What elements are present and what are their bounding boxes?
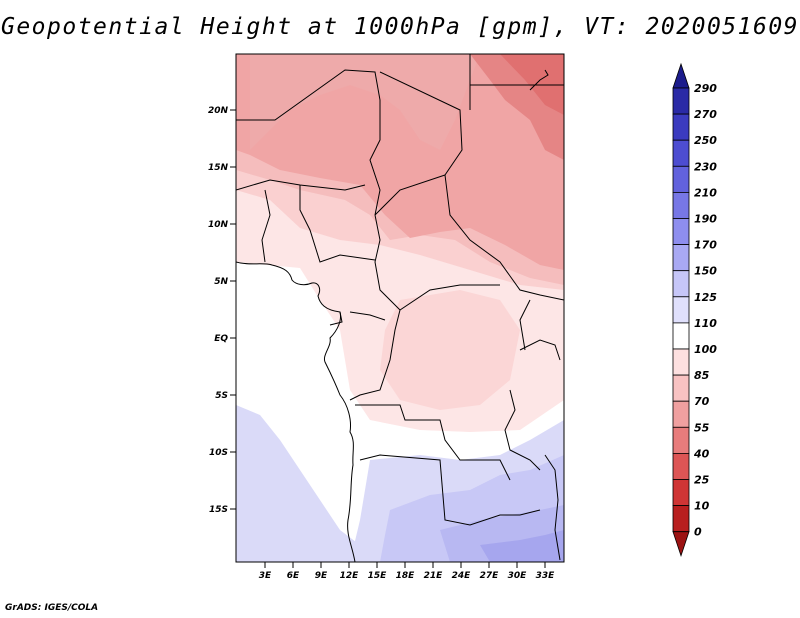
lon-label: 3E xyxy=(259,571,272,581)
height-field xyxy=(236,54,564,562)
lon-label: 33E xyxy=(536,571,556,581)
colorbar-segment xyxy=(672,218,690,246)
colorbar-segment xyxy=(672,62,690,89)
lon-label: 12E xyxy=(340,571,360,581)
grads-credit: GrADS: IGES/COLA xyxy=(5,603,99,613)
lat-label: 20N xyxy=(208,106,229,116)
colorbar-label: 210 xyxy=(694,186,717,199)
lat-label: 10N xyxy=(208,220,229,230)
lat-label: 5S xyxy=(215,391,228,401)
colorbar-label: 230 xyxy=(694,160,717,173)
map-frame xyxy=(235,53,565,563)
colorbar: 2902702502302101901701501251101008570554… xyxy=(672,62,717,557)
colorbar-label: 25 xyxy=(694,474,710,487)
lat-label: 15N xyxy=(208,163,229,173)
lon-label: 18E xyxy=(396,571,416,581)
lat-label: EQ xyxy=(214,334,228,344)
lon-label: 30E xyxy=(508,571,528,581)
colorbar-segment xyxy=(672,505,690,533)
colorbar-segment xyxy=(672,348,690,376)
lon-label: 9E xyxy=(315,571,328,581)
colorbar-segment xyxy=(672,531,690,557)
colorbar-label: 100 xyxy=(694,343,717,356)
colorbar-segment xyxy=(672,322,690,350)
colorbar-label: 290 xyxy=(694,82,717,95)
colorbar-label: 190 xyxy=(694,213,717,226)
colorbar-label: 10 xyxy=(694,500,710,513)
colorbar-label: 125 xyxy=(694,291,717,304)
colorbar-segment xyxy=(672,113,690,141)
lon-label: 27E xyxy=(480,571,500,581)
colorbar-segment xyxy=(672,270,690,298)
lat-label: 5N xyxy=(214,277,228,287)
map-title: Geopotential Height at 1000hPa [gpm], VT… xyxy=(0,14,800,40)
colorbar-label: 0 xyxy=(694,526,702,539)
lat-label: 10S xyxy=(209,448,228,458)
colorbar-label: 110 xyxy=(694,317,717,330)
colorbar-label: 85 xyxy=(694,369,710,382)
colorbar-label: 270 xyxy=(694,108,717,121)
colorbar-segment xyxy=(672,400,690,428)
lat-label: 15S xyxy=(209,505,228,515)
colorbar-segment xyxy=(672,296,690,324)
colorbar-label: 40 xyxy=(693,447,710,460)
colorbar-label: 250 xyxy=(694,134,717,147)
colorbar-segment xyxy=(672,374,690,402)
colorbar-segment xyxy=(672,87,690,115)
colorbar-segment xyxy=(672,244,690,272)
lon-label: 6E xyxy=(287,571,300,581)
colorbar-label: 70 xyxy=(694,395,710,408)
coastlines-and-borders xyxy=(236,54,564,562)
colorbar-label: 150 xyxy=(694,265,717,278)
colorbar-segment xyxy=(672,452,690,480)
longitude-axis: 3E 6E 9E 12E 15E 18E 21E 24E 27E 30E 33E xyxy=(259,562,555,581)
colorbar-segment xyxy=(672,479,690,507)
latitude-axis: 20N 15N 10N 5N EQ 5S 10S 15S xyxy=(208,106,236,515)
colorbar-segment xyxy=(672,426,690,454)
colorbar-segment xyxy=(672,165,690,193)
colorbar-segment xyxy=(672,191,690,219)
lon-label: 21E xyxy=(424,571,444,581)
colorbar-label: 170 xyxy=(694,239,717,252)
lon-label: 15E xyxy=(368,571,388,581)
lon-label: 24E xyxy=(452,571,472,581)
colorbar-label: 55 xyxy=(694,421,710,434)
colorbar-segment xyxy=(672,139,690,167)
